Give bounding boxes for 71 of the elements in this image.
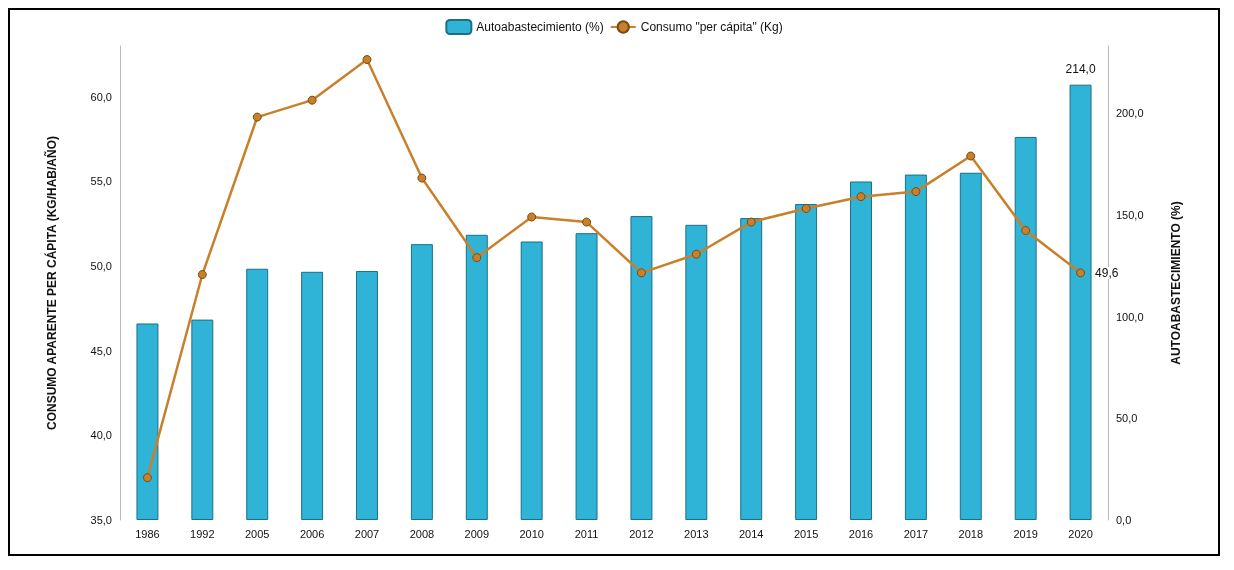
y-tick-label: 50,0 [90,260,112,273]
point [801,204,811,214]
point [527,212,537,222]
point [362,55,372,65]
x-tick-label: 2019 [1013,527,1038,540]
data-label: 49,6 [1095,265,1119,280]
point [966,151,976,161]
point [417,173,427,183]
x-tick-label: 2010 [519,527,544,540]
bar [191,319,214,520]
x-tick-label: 2009 [464,527,490,540]
point [856,192,866,202]
point [691,249,701,259]
x-tick-label: 2007 [354,527,380,540]
bar [246,268,269,520]
bar [959,172,982,520]
data-label: 214,0 [1065,61,1096,76]
x-tick-label: 2016 [848,527,874,540]
bar [1014,136,1037,520]
x-tick-label: 2013 [684,527,709,540]
y-tick-label: 45,0 [90,344,112,357]
point [911,187,921,197]
x-tick-label: 2018 [958,527,984,540]
x-tick-label: 2005 [244,527,270,540]
point [636,268,646,278]
point [746,217,756,227]
point [142,473,152,483]
x-tick-label: 2011 [574,527,599,540]
y-axis-title: CONSUMO APARENTE PER CÁPITA (KG/HAB/AÑO) [44,136,59,430]
legend-label: Consumo "per cápita" (Kg) [640,20,783,34]
y-tick-label: 55,0 [90,175,112,188]
x-tick-label: 1986 [135,527,160,540]
legend-label: Autoabastecimiento (%) [476,20,604,34]
point [472,253,482,263]
x-tick-label: 2008 [409,527,435,540]
bar [740,218,763,520]
bar [465,234,488,520]
point [582,217,592,227]
y-tick-label: 60,0 [90,90,112,103]
bar [356,271,378,520]
bar [520,241,543,520]
y-tick-label: 35,0 [90,514,112,526]
y2-tick-label: 200,0 [1116,107,1144,120]
x-tick-label: 2017 [903,527,929,540]
point [1021,226,1031,236]
y2-tick-label: 100,0 [1116,310,1144,323]
x-tick-label: 2015 [793,527,819,540]
bar [410,244,433,520]
point [307,95,317,105]
y-tick-label: 40,0 [90,429,112,442]
bar [301,271,324,520]
bar [1069,84,1092,520]
y2-axis-title: AUTOABASTECIMIENTO (%) [1169,201,1183,365]
point [1076,268,1086,278]
bar [795,204,818,520]
bar [904,174,927,520]
bar [630,216,653,520]
point [252,112,262,122]
y2-tick-label: 0,0 [1116,514,1132,526]
x-tick-label: 1992 [190,527,215,540]
bar [685,224,708,520]
bar [136,323,159,520]
point [197,270,207,280]
y2-tick-label: 50,0 [1116,412,1138,425]
x-tick-label: 2020 [1068,527,1093,540]
bar [575,233,598,520]
x-tick-label: 2006 [299,527,325,540]
x-tick-label: 2012 [629,527,654,540]
bar [850,181,872,520]
y2-tick-label: 150,0 [1116,208,1144,221]
x-tick-label: 2014 [738,527,764,540]
